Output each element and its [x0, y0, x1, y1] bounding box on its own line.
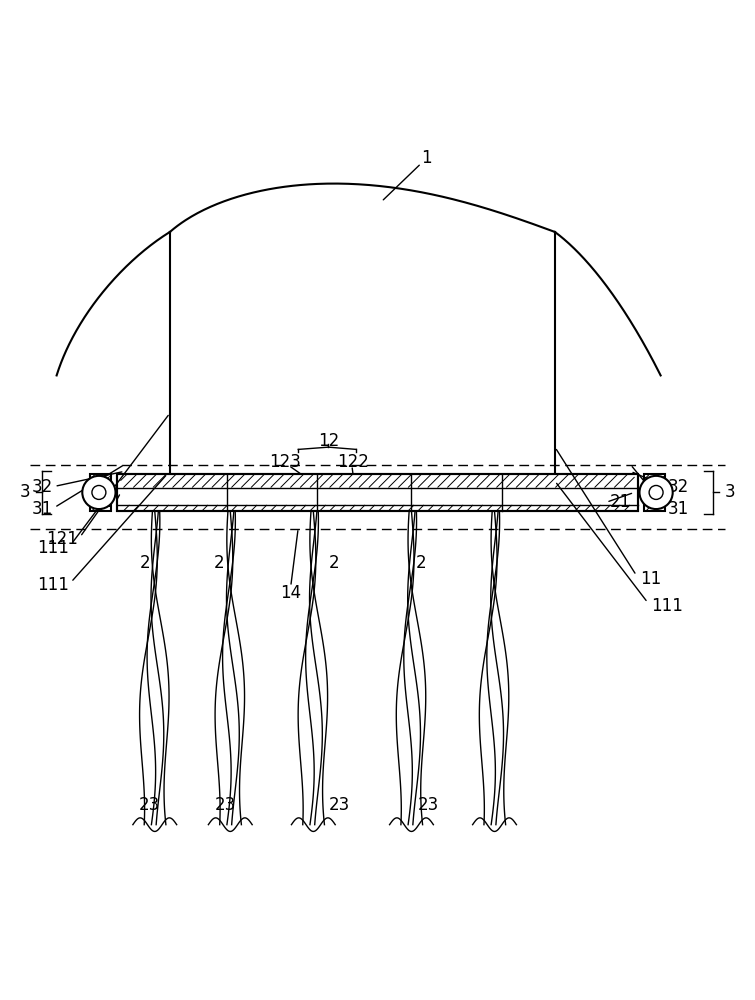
Text: 12: 12: [318, 432, 339, 450]
Text: 123: 123: [270, 453, 301, 471]
Text: 111: 111: [38, 539, 69, 557]
Text: 23: 23: [214, 796, 236, 814]
Text: 2: 2: [416, 554, 427, 572]
Bar: [644, 474, 665, 511]
Bar: [117, 474, 638, 511]
Text: 21: 21: [92, 493, 113, 511]
Text: 3: 3: [20, 483, 30, 501]
Circle shape: [92, 485, 106, 499]
Text: 21: 21: [609, 493, 630, 511]
Circle shape: [639, 476, 673, 509]
Text: 111: 111: [652, 597, 683, 615]
Text: 14: 14: [280, 584, 301, 602]
Text: 3: 3: [725, 483, 735, 501]
Text: 11: 11: [640, 570, 661, 588]
Text: 23: 23: [139, 796, 160, 814]
Text: 2: 2: [140, 554, 150, 572]
Bar: [90, 474, 111, 511]
Text: 111: 111: [38, 576, 69, 594]
Text: 122: 122: [337, 453, 369, 471]
Text: 32: 32: [668, 478, 689, 496]
Bar: [117, 474, 638, 511]
Circle shape: [649, 485, 663, 499]
Text: 23: 23: [329, 796, 350, 814]
Text: 121: 121: [46, 530, 78, 548]
Text: 31: 31: [668, 500, 689, 518]
Text: 32: 32: [32, 478, 53, 496]
Text: 1: 1: [421, 149, 432, 167]
Text: 2: 2: [329, 554, 340, 572]
Circle shape: [82, 476, 116, 509]
Text: 2: 2: [214, 554, 224, 572]
Text: 23: 23: [418, 796, 439, 814]
Text: 31: 31: [32, 500, 53, 518]
